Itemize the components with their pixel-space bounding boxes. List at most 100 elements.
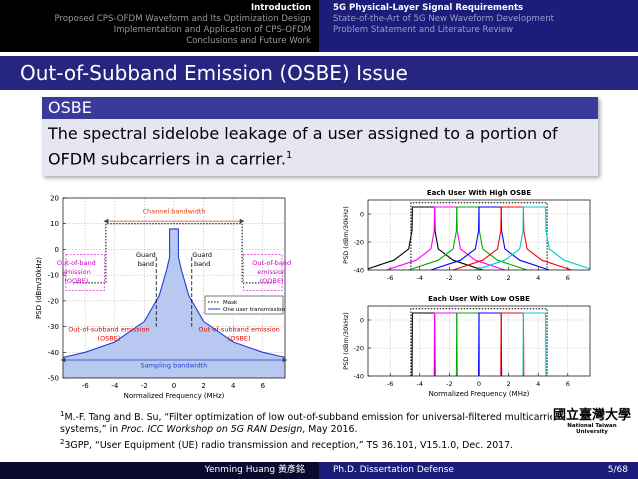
footnote-venue: Proc. ICC Workshop on 5G RAN Design [121,424,303,436]
footer-info: Ph.D. Dissertation Defense 5/68 [319,462,638,479]
y-axis-label: PSD (dBm/30kHz) [342,312,350,370]
annotation: Out-of-band [252,259,291,267]
x-tick-label: 4 [536,380,540,388]
area [63,228,285,378]
line [73,223,275,284]
line [63,228,285,358]
author: Yenming Huang 黃彥銘 [204,465,305,475]
logo-caption: National Taiwan University [567,423,617,435]
x-tick-label: -4 [417,380,423,388]
y-axis-label: PSD (dBm/30kHz) [35,257,43,319]
x-tick-label: 2 [201,382,205,390]
subsection: 5G Physical-Layer Signal Requirements [333,3,524,13]
section: Implementation and Application of CPS-OF… [113,25,311,35]
y-tick-label: -40 [353,267,364,275]
line [410,308,548,376]
x-tick-label: -2 [446,380,452,388]
footnote-mark: 2 [60,438,65,447]
y-tick-label: -40 [353,373,364,381]
section: Conclusions and Future Work [186,36,311,46]
block: OSBE The spectral sidelobe leakage of a … [42,97,598,177]
x-tick-label: 0 [477,380,481,388]
y-tick-label: 20 [50,195,59,203]
block-text: The spectral sidelobe leakage of a user … [48,124,558,169]
x-tick-label: 2 [507,274,511,282]
x-tick-label: 2 [507,380,511,388]
chart-title: Each User With High OSBE [427,189,531,197]
block-title: OSBE [42,97,598,119]
x-tick-label: -2 [446,274,452,282]
x-axis-label: Normalized Frequency (MHz) [429,390,530,398]
logo-name: 國立臺灣大學 [552,408,631,423]
annotation: Out-of-subband emission [198,326,279,334]
annotation: Out-of-band [57,259,96,267]
bracket [243,254,283,291]
subsection: Problem Statement and Literature Review [333,25,514,35]
y-tick-label: -20 [353,239,364,247]
annotation: Sampling bandwidth [141,362,208,370]
x-tick-label: 4 [231,382,236,390]
annotation: band [194,260,210,268]
series-group [410,308,548,376]
y-tick-label: 0 [360,317,364,325]
y-tick-label: -50 [48,375,59,383]
x-tick-label: -2 [141,382,148,390]
footer-author: Yenming Huang 黃彥銘 [0,462,319,479]
annotation: (OOBE) [64,277,88,285]
y-tick-label: -20 [353,345,364,353]
annotation: (OSBE) [228,335,251,343]
footnotes: 1M.-F. Tang and B. Su, “Filter optimizat… [60,408,580,452]
x-tick-label: -4 [111,382,119,390]
block-body: The spectral sidelobe leakage of a user … [42,119,598,177]
footnote-text: , May 2016. [302,424,358,436]
bracket [65,254,105,291]
annotation: Guard [136,251,156,259]
y-tick-label: -30 [48,323,59,331]
x-tick-label: 6 [566,274,570,282]
page-number: 5/68 [607,465,628,475]
logo: 國立臺灣大學 National Taiwan University [552,404,632,435]
line [522,312,547,376]
section: Introduction [250,3,311,13]
line [452,206,572,270]
series-group [63,223,285,378]
series-group [368,202,590,270]
y-tick-label: 0 [360,211,364,219]
axes-box [367,305,591,377]
annotation: (OSBE) [97,335,120,343]
frame-title: Out-of-Subband Emission (OSBE) Issue [0,56,638,90]
legend-box [204,295,284,315]
section: Proposed CPS-OFDM Waveform and Its Optim… [54,14,312,24]
footnote: 1M.-F. Tang and B. Su, “Filter optimizat… [60,408,580,436]
legend-label: One user transmission [223,307,285,313]
annotation: emission [257,268,286,276]
chart-title: Each User With Low OSBE [428,295,530,303]
annotation: Channel bandwidth [142,207,205,215]
y-tick-label: 10 [50,220,59,228]
annotation: (OOBE) [260,277,284,285]
y-tick-label: -40 [48,349,59,357]
footnote-mark: 1 [60,410,65,418]
x-tick-label: 4 [536,274,540,282]
x-tick-label: -4 [417,274,423,282]
footnote-mark: 1 [285,150,293,161]
header-sections: Introduction Proposed CPS-OFDM Waveform … [0,0,319,52]
line [475,206,590,270]
talk-title: Ph.D. Dissertation Defense [333,465,454,475]
x-tick-label: 6 [261,382,266,390]
y-tick-label: 0 [55,246,59,254]
legend-label: Mask [223,300,238,306]
x-tick-label: 6 [566,380,570,388]
footnote-text: 3GPP, “User Equipment (UE) radio transmi… [64,440,514,452]
annotation: Guard [192,251,212,259]
axes-box [62,197,286,379]
x-tick-label: -6 [387,380,393,388]
y-tick-label: -20 [48,297,59,305]
y-tick-label: -10 [48,272,59,280]
x-tick-label: -6 [82,382,90,390]
footnote-text: M.-F. Tang and B. Su, “Filter optimizati… [60,412,560,436]
x-tick-label: -6 [387,274,393,282]
y-axis-label: PSD (dBm/30kHz) [342,206,350,264]
